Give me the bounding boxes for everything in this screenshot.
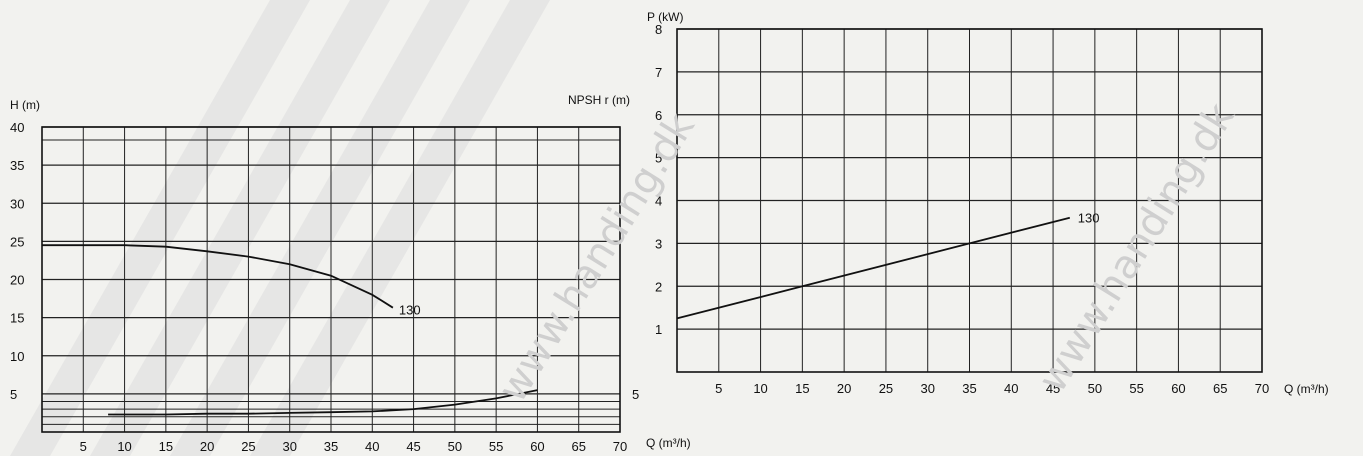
y-axis-title: H (m) [10, 98, 40, 112]
head-curve [42, 244, 394, 309]
x-tick-label: 35 [962, 381, 976, 396]
watermark-stripe [10, 0, 310, 456]
watermark-stripe [170, 0, 470, 456]
y-tick-label: 10 [10, 349, 24, 364]
y-right-tick-label: 5 [632, 387, 639, 402]
x-tick-label: 20 [837, 381, 851, 396]
x-tick-label: 10 [753, 381, 767, 396]
x-tick-label: 10 [117, 439, 131, 454]
x-tick-label: 25 [879, 381, 893, 396]
x-tick-label: 5 [80, 439, 87, 454]
y-axis-title: P (kW) [647, 10, 683, 24]
y-tick-label: 20 [10, 273, 24, 288]
y-tick-label: 15 [10, 311, 24, 326]
y-tick-label: 7 [655, 65, 662, 80]
plot-frame [41, 126, 621, 433]
x-tick-label: 15 [795, 381, 809, 396]
y-tick-label: 30 [10, 196, 24, 211]
x-tick-label: 70 [1255, 381, 1269, 396]
plot-frame [676, 28, 1263, 373]
y-tick-label: 40 [10, 120, 24, 135]
y-tick-label: 6 [655, 108, 662, 123]
x-tick-label: 50 [1088, 381, 1102, 396]
y-tick-label: 8 [655, 22, 662, 37]
curve-label: 130 [399, 303, 421, 318]
y-tick-label: 35 [10, 158, 24, 173]
y-tick-label: 4 [655, 194, 662, 209]
power-curve [676, 216, 1071, 320]
x-tick-label: 55 [489, 439, 503, 454]
x-tick-label: 60 [530, 439, 544, 454]
y-tick-label: 25 [10, 234, 24, 249]
x-tick-label: 45 [1046, 381, 1060, 396]
watermark-stripe [90, 0, 390, 456]
x-tick-label: 65 [571, 439, 585, 454]
x-tick-label: 25 [241, 439, 255, 454]
x-tick-label: 20 [200, 439, 214, 454]
x-tick-label: 5 [715, 381, 722, 396]
x-tick-label: 35 [324, 439, 338, 454]
x-tick-label: 55 [1129, 381, 1143, 396]
x-tick-label: 70 [613, 439, 627, 454]
y-tick-label: 5 [10, 387, 17, 402]
y-tick-label: 5 [655, 151, 662, 166]
curve-label: 130 [1078, 211, 1100, 226]
x-tick-label: 40 [1004, 381, 1018, 396]
watermark-layer: www.handing.dk www.handing.dk [489, 95, 1244, 411]
y-tick-label: 1 [655, 322, 662, 337]
watermark-stripes [10, 0, 550, 456]
watermark-stripe [250, 0, 550, 456]
x-tick-label: 30 [920, 381, 934, 396]
y-right-axis-title: NPSH r (m) [568, 93, 630, 107]
y-tick-label: 2 [655, 279, 662, 294]
x-tick-label: 15 [159, 439, 173, 454]
x-tick-label: 50 [448, 439, 462, 454]
x-tick-label: 30 [282, 439, 296, 454]
x-tick-label: 45 [406, 439, 420, 454]
x-tick-label: 40 [365, 439, 379, 454]
npsh-curve [108, 389, 538, 416]
x-axis-title: Q (m³/h) [646, 436, 691, 450]
x-tick-label: 60 [1171, 381, 1185, 396]
watermark-text: www.handing.dk [489, 105, 704, 411]
x-axis-title: Q (m³/h) [1284, 382, 1329, 396]
y-tick-label: 3 [655, 236, 662, 251]
x-tick-label: 65 [1213, 381, 1227, 396]
